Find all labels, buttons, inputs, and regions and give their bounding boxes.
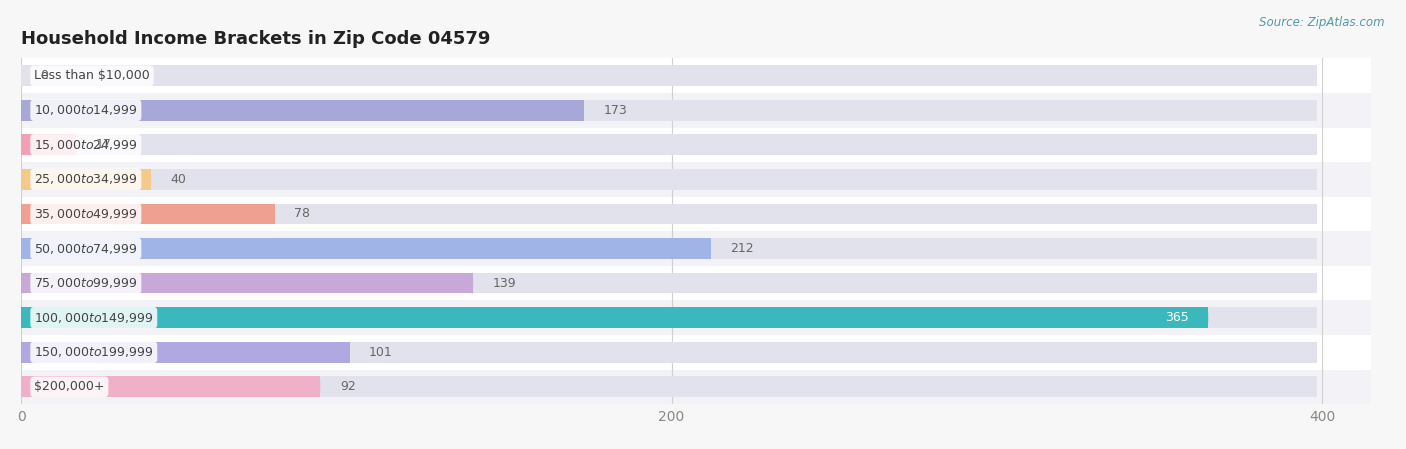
Bar: [21, 203, 1317, 224]
Bar: [21, 342, 350, 363]
Circle shape: [21, 169, 22, 190]
Circle shape: [21, 238, 22, 259]
Bar: [21, 266, 1371, 300]
Text: Household Income Brackets in Zip Code 04579: Household Income Brackets in Zip Code 04…: [21, 31, 491, 48]
Bar: [21, 169, 152, 190]
Text: 40: 40: [170, 173, 187, 186]
Circle shape: [21, 100, 22, 121]
Bar: [21, 100, 583, 121]
Circle shape: [21, 134, 22, 155]
Text: $150,000 to $199,999: $150,000 to $199,999: [34, 345, 153, 359]
Circle shape: [471, 273, 474, 294]
Bar: [21, 370, 1371, 404]
Bar: [21, 300, 1371, 335]
Circle shape: [1315, 307, 1317, 328]
Circle shape: [21, 100, 22, 121]
Circle shape: [21, 65, 22, 86]
Circle shape: [21, 203, 22, 224]
Bar: [21, 273, 1317, 294]
Text: $200,000+: $200,000+: [34, 380, 104, 393]
Circle shape: [1206, 307, 1208, 328]
Circle shape: [21, 273, 22, 294]
Bar: [21, 335, 1371, 370]
Bar: [21, 100, 1317, 121]
Text: $35,000 to $49,999: $35,000 to $49,999: [34, 207, 138, 221]
Circle shape: [21, 238, 22, 259]
Circle shape: [582, 100, 583, 121]
Circle shape: [709, 238, 710, 259]
Circle shape: [1315, 273, 1317, 294]
Text: Source: ZipAtlas.com: Source: ZipAtlas.com: [1260, 16, 1385, 29]
Circle shape: [149, 169, 152, 190]
Circle shape: [347, 342, 350, 363]
Text: 78: 78: [294, 207, 311, 220]
Text: 101: 101: [370, 346, 392, 359]
Bar: [21, 58, 1371, 93]
Text: $100,000 to $149,999: $100,000 to $149,999: [34, 311, 153, 325]
Circle shape: [1315, 169, 1317, 190]
Bar: [21, 231, 1371, 266]
Bar: [21, 376, 321, 397]
Bar: [21, 307, 1208, 328]
Bar: [21, 162, 1371, 197]
Bar: [21, 134, 76, 155]
Circle shape: [75, 134, 76, 155]
Bar: [21, 93, 1371, 128]
Circle shape: [21, 307, 22, 328]
Circle shape: [1315, 65, 1317, 86]
Circle shape: [1315, 238, 1317, 259]
Text: $75,000 to $99,999: $75,000 to $99,999: [34, 276, 138, 290]
Circle shape: [1315, 134, 1317, 155]
Text: 173: 173: [603, 104, 627, 117]
Circle shape: [1315, 203, 1317, 224]
Text: 92: 92: [340, 380, 356, 393]
Circle shape: [273, 203, 274, 224]
Bar: [21, 128, 1371, 162]
Text: $25,000 to $34,999: $25,000 to $34,999: [34, 172, 138, 186]
Circle shape: [21, 169, 22, 190]
Circle shape: [21, 342, 22, 363]
Text: 139: 139: [492, 277, 516, 290]
Text: 17: 17: [96, 138, 111, 151]
Circle shape: [21, 307, 22, 328]
Bar: [21, 65, 1317, 86]
Text: Less than $10,000: Less than $10,000: [34, 69, 150, 82]
Bar: [21, 203, 274, 224]
Circle shape: [21, 376, 22, 397]
Text: 212: 212: [730, 242, 754, 255]
Bar: [21, 238, 1317, 259]
Circle shape: [1315, 342, 1317, 363]
Circle shape: [21, 342, 22, 363]
Text: $15,000 to $24,999: $15,000 to $24,999: [34, 138, 138, 152]
Bar: [21, 238, 710, 259]
Bar: [21, 342, 1317, 363]
Circle shape: [21, 376, 22, 397]
Bar: [21, 134, 1317, 155]
Text: 365: 365: [1166, 311, 1188, 324]
Circle shape: [21, 134, 22, 155]
Bar: [21, 169, 1317, 190]
Bar: [21, 197, 1371, 231]
Circle shape: [318, 376, 321, 397]
Circle shape: [21, 273, 22, 294]
Text: 0: 0: [41, 69, 49, 82]
Bar: [21, 307, 1317, 328]
Circle shape: [1315, 376, 1317, 397]
Text: $50,000 to $74,999: $50,000 to $74,999: [34, 242, 138, 255]
Circle shape: [21, 203, 22, 224]
Circle shape: [1315, 100, 1317, 121]
Bar: [21, 273, 474, 294]
Bar: [21, 376, 1317, 397]
Text: $10,000 to $14,999: $10,000 to $14,999: [34, 103, 138, 117]
